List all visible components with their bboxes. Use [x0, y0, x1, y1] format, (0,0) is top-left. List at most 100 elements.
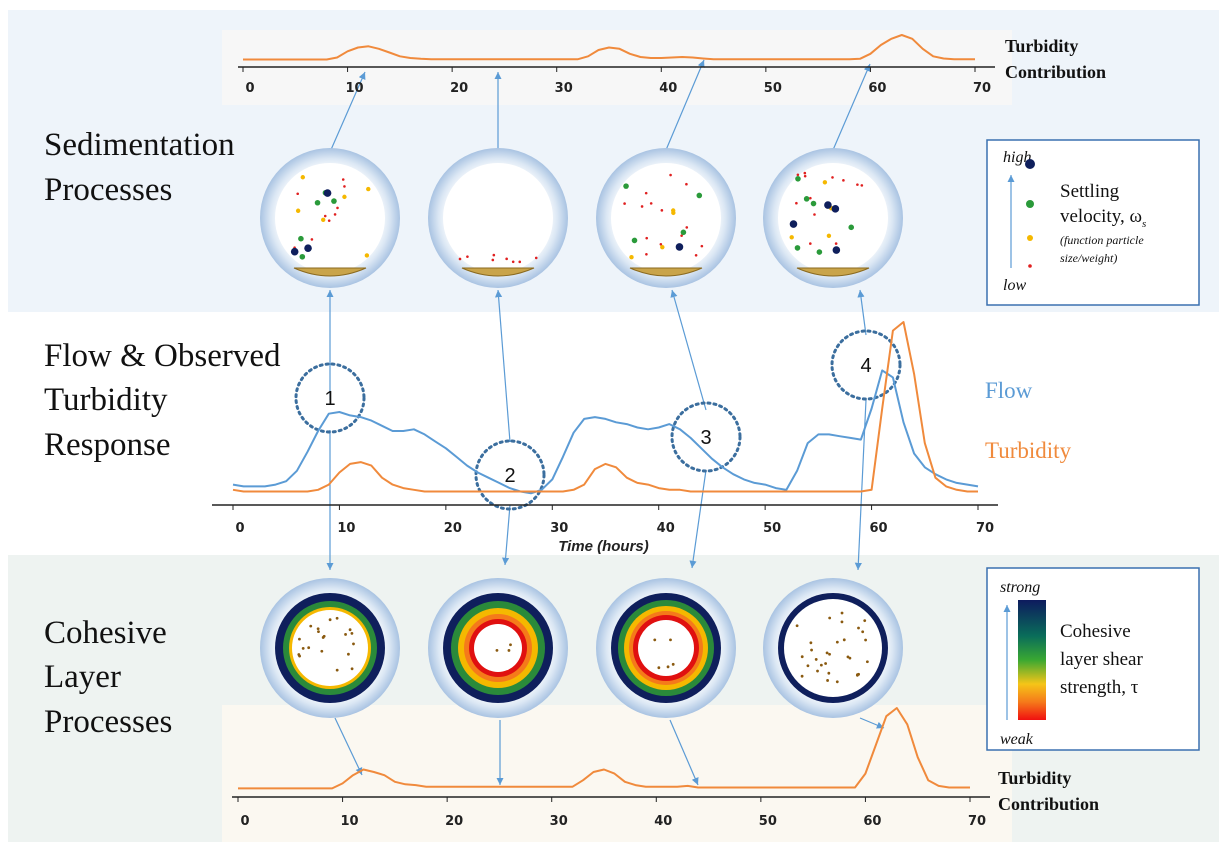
particle	[631, 237, 638, 244]
particle	[865, 660, 869, 664]
particle	[856, 673, 859, 677]
legend-strong: strong	[1000, 579, 1040, 596]
particle	[505, 257, 508, 261]
particle	[861, 630, 865, 634]
legend-title: Settling	[1060, 181, 1120, 202]
x-tick-label: 70	[973, 81, 991, 96]
particle	[466, 255, 469, 258]
event-label: 3	[700, 427, 711, 449]
particle	[840, 620, 844, 624]
arrow	[859, 717, 885, 729]
legend-entry: Flow	[985, 378, 1033, 403]
particle	[347, 652, 350, 656]
x-tick-label: 20	[450, 81, 468, 96]
particle	[629, 254, 634, 260]
particle	[795, 176, 801, 182]
event-circle	[830, 329, 902, 401]
particle	[848, 224, 855, 231]
series-line	[232, 321, 978, 493]
particle	[323, 214, 327, 218]
particle	[835, 680, 839, 684]
legend-weak: weak	[1000, 731, 1034, 748]
illustrations: 1 2 3 4	[260, 148, 903, 718]
particle	[669, 173, 672, 177]
particle	[842, 179, 845, 182]
vessel	[275, 163, 385, 273]
particle	[297, 653, 301, 656]
x-tick-label: 40	[657, 521, 675, 536]
particle	[800, 674, 804, 678]
particle	[645, 252, 648, 256]
particle	[806, 664, 810, 668]
particle	[700, 244, 704, 248]
section-title: Turbidity	[44, 382, 168, 418]
sediment-bed	[461, 267, 535, 277]
particle	[299, 253, 306, 260]
particle	[301, 647, 305, 650]
particle	[831, 176, 834, 179]
particle	[809, 196, 812, 200]
axis-label: Turbidity	[998, 768, 1071, 788]
particle	[342, 194, 347, 200]
x-tick-label: 20	[444, 521, 462, 536]
particle	[350, 631, 354, 635]
particle	[803, 171, 807, 175]
layer-ring	[784, 599, 882, 697]
particle	[344, 633, 347, 636]
axis-label: Contribution	[1005, 62, 1106, 82]
particle	[822, 180, 828, 185]
particle	[680, 234, 683, 237]
x-tick-label: 0	[245, 81, 254, 96]
particle	[824, 201, 832, 209]
particle	[800, 655, 804, 659]
x-tick-label: 30	[550, 814, 568, 829]
particle	[649, 202, 653, 205]
legend-title-text: velocity, ω	[1060, 206, 1142, 227]
particle	[828, 652, 831, 656]
particle	[352, 642, 355, 646]
particle	[640, 205, 644, 208]
particle	[290, 247, 299, 256]
particle	[856, 183, 859, 186]
particle	[825, 651, 829, 655]
particle	[831, 205, 840, 213]
particle	[803, 196, 810, 202]
particle	[491, 258, 495, 262]
particle	[295, 208, 301, 213]
particle	[623, 183, 629, 189]
layer-ring	[638, 620, 694, 676]
particle	[826, 233, 832, 239]
event-circle	[294, 362, 366, 434]
axis-label: Turbidity	[1005, 36, 1078, 56]
legend-low: low	[1003, 277, 1026, 294]
x-tick-label: 50	[764, 81, 782, 96]
particle	[623, 202, 626, 205]
x-tick-label: 10	[337, 521, 355, 536]
particle	[317, 630, 320, 634]
particle	[810, 200, 817, 207]
particle	[795, 201, 798, 205]
particle	[796, 173, 800, 177]
particle	[653, 638, 657, 642]
particle	[816, 669, 819, 673]
legend-title: layer shear	[1060, 649, 1143, 670]
strength-bar	[1018, 600, 1046, 720]
particle	[680, 229, 687, 236]
vessel	[778, 163, 888, 273]
arrow	[334, 717, 363, 776]
particle	[331, 198, 337, 204]
particle	[298, 637, 301, 641]
particle	[518, 260, 522, 264]
section-title: Cohesive	[44, 615, 167, 651]
particle	[816, 249, 823, 255]
arrow	[689, 469, 707, 569]
particle	[322, 634, 326, 638]
particle	[810, 648, 813, 652]
x-tick-label: 40	[659, 81, 677, 96]
arrow	[670, 289, 707, 411]
particle	[657, 666, 661, 670]
particle	[335, 668, 339, 672]
particle	[644, 191, 648, 195]
particle	[675, 243, 684, 251]
